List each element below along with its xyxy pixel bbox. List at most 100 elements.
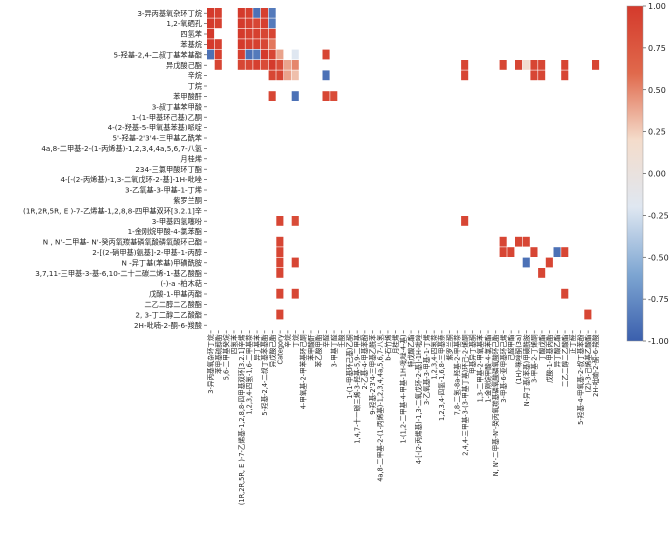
heatmap-cell [499,60,507,70]
column-label: 1,2,3,4-四氢-1,6,8-三甲基萘 [437,334,446,421]
heatmap-cell [499,247,507,257]
heatmap-cell [253,39,261,49]
heatmap-cell [260,28,268,39]
heatmap-cell [461,216,469,226]
column-label: 丁酸戊酯 [537,334,546,361]
heatmap-cell [538,268,546,278]
heatmap-cell [276,268,284,278]
heatmap-cell [268,60,276,70]
column-labels: 3-异丙基氧杂环丁烷 苯甲基硫醇酯 5,6-二甲基癸烷 四氢苯 (1R,2R,5R, E… [206,330,600,505]
heatmap-cell [561,247,569,257]
column-label: 正丁醛 [568,334,577,354]
column-label: (Z)-3-己烯基乙酸酯 [584,334,593,393]
column-label: 苯乙酸甲酯 [314,334,323,367]
heatmap-cell [207,39,215,49]
column-label: 3-甲基-2-丁烯酮 [530,334,539,383]
column-label: 1,3-二甲基-2-甲氧基苯 [476,334,485,402]
row-label: 3-叔丁基苯甲酸 [152,102,202,111]
row-label: 月桂烯 [180,154,202,163]
column-label: 异丁酸乙酯 [553,334,562,367]
heatmap-cell [253,49,261,60]
heatmap-cell [260,18,268,29]
column-label: 3-甲基-6-亚甲基环己烯 [499,334,508,403]
column-label: 四氢苯 [229,334,238,354]
column-label: (1R,2R,5R, E )-7-乙烯基-1,2,8,8-四甲基双环[3.2.1… [237,334,246,505]
heatmap-cell [268,8,276,18]
heatmap-cell [268,70,276,81]
heatmap-cell [260,39,268,49]
column-label: 3-乙氧基-3-甲基-1-丁烯 [422,334,431,405]
heatmap-cell [561,60,569,70]
heatmap-cell [291,49,299,60]
heatmap-cell [538,60,546,70]
row-label: 2-[(2-硝甲基)氨基]-2-甲基-1-丙醇 [92,248,202,257]
column-label: N-异丁基(苯基)甲磺酰胺 [522,334,531,406]
column-label: 异丁基苯 [252,334,261,361]
column-label: 4-甲氧基-2-甲苯基环己酮 [299,334,308,409]
row-label: 四氢苯 [180,30,202,39]
column-label: 1-金刚烷甲酸-4-氯苯酯 [483,334,492,403]
heatmap-cell [276,70,284,81]
heatmap-cell [291,91,299,101]
colorbar-tick-label: -1.00 [648,337,669,346]
heatmap-cell [507,247,515,257]
heatmap-cell [284,60,292,70]
heatmap-cell [592,60,600,70]
heatmap-cell [207,8,215,18]
heatmap-cell [268,39,276,49]
colorbar-tick-label: 0.00 [648,170,666,179]
heatmap-cell [322,91,330,101]
heatmap-cell [214,60,222,70]
column-label: 1,2,3,4-四氢萘 [430,334,439,380]
heatmap-cell [253,28,261,39]
heatmap-cell [245,28,253,39]
column-label: 甲基异丁基酮 [468,334,477,374]
heatmap-cell [284,70,292,81]
row-label: 1,2-氧硒孔 [166,19,202,28]
row-label: 5-羟基-2,4-二叔丁基苯基酯 [114,50,202,59]
row-label: 3-异丙基氧杂环丁烷 [137,9,202,18]
heatmap-cell [268,91,276,101]
heatmap-cell [207,28,215,39]
heatmap-cell [245,18,253,29]
row-label: (-)-a -柏木萜 [160,279,202,288]
column-label: 苯甲酸酐 [306,334,315,361]
column-label: 5-羟基-2,4-二叔丁基苯基酯 [260,334,269,416]
row-label: 2H-吡喃-2-酮-6-羧酸 [134,321,202,330]
column-label: 壬酸 [337,334,346,348]
heatmap-cell [553,247,561,257]
heatmap-cell [291,216,299,226]
colorbar-tick-label: 1.00 [648,2,666,11]
heatmap-cell [522,257,530,268]
row-label: 辛烷 [188,71,202,80]
column-label: 二乙二醇二乙酸酯 [560,334,569,387]
row-label: 苯甲酸酐 [173,92,202,101]
heatmap-cell [237,49,245,60]
column-label: 3-异丙基氧杂环丁烷 [206,334,215,394]
row-label: N , N'-二甲基- N'-癸丙氧羰基磷氧酸磷氧酸环己酯 [43,238,202,247]
heatmap-cell [584,309,592,320]
heatmap-cell [237,8,245,18]
heatmap-cell [291,257,299,268]
column-label: 7,8-二氢-8a-羟基-2-甲基萘 [453,334,462,415]
heatmap-cell [268,28,276,39]
column-label: 2-乙基-4-甲基苯酚 [360,334,369,389]
heatmap-cell [214,49,222,60]
heatmap-cell [322,49,330,60]
heatmap-cell [276,309,284,320]
colorbar-tick-label: 0.50 [648,86,666,95]
colorbar: 1.00 0.75 0.50 0.25 0.00 -0.25 -0.50 -0.75 -1.00 [626,2,669,346]
heatmap-cell [253,8,261,18]
row-label: 3-乙氧基-3-甲基-1-丁烯 [125,186,202,195]
row-label: 4a,8-二甲基-2-(1-丙烯基)-1,2,3,4,4a,5,6,7-八氢 [41,144,202,153]
colorbar-tick-label: 0.25 [648,128,666,137]
heatmap-cell [260,49,268,60]
row-label: 3,7,11-三甲基-3-基-6,10-二十二碳二烯-1-基乙酸酯 [35,269,202,278]
heatmap-cell [207,49,215,60]
column-label: 5,6-二甲基癸烷 [222,334,231,380]
row-label: 3-甲基四氢噻吩 [152,217,202,226]
column-label: 辛烷 [283,334,292,348]
column-label: 紫罗兰酮 [445,334,454,361]
column-label: Category [277,334,285,364]
